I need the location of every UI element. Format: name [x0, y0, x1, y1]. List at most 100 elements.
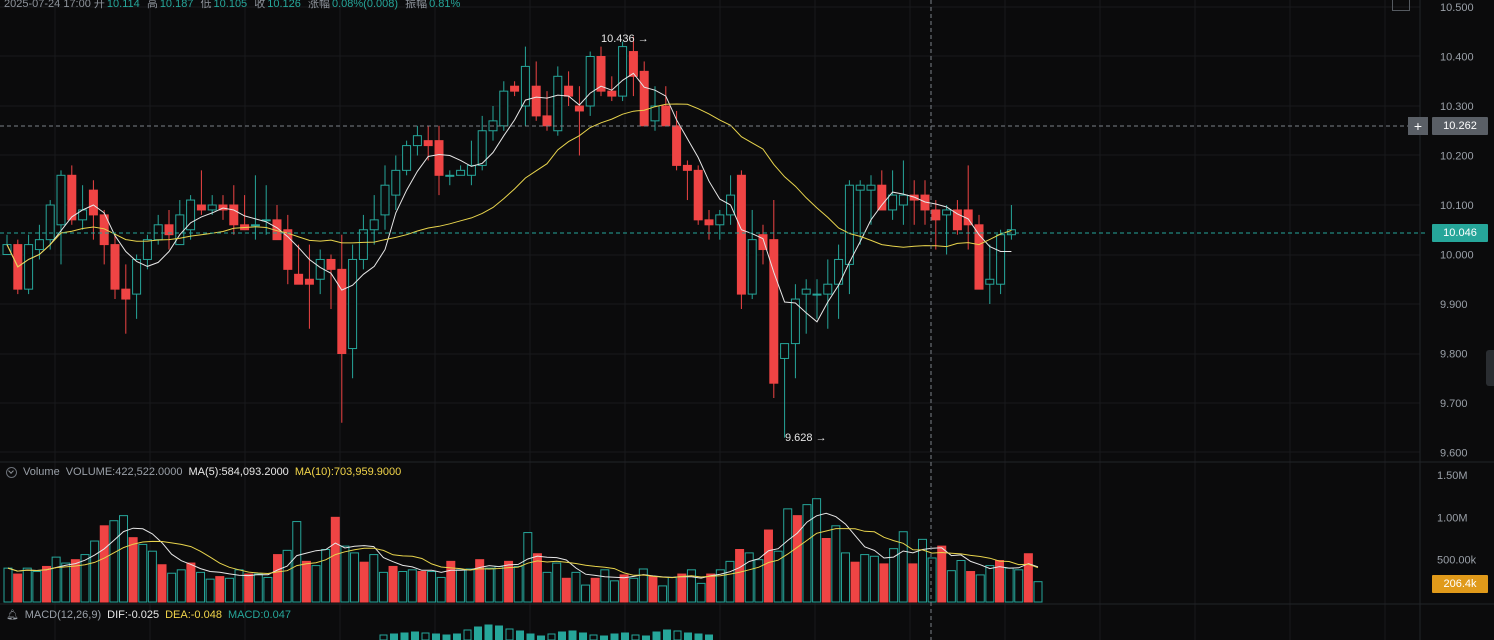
candle-body — [121, 288, 131, 300]
candle-body — [801, 288, 811, 295]
volume-bar — [571, 571, 581, 603]
macd-value: MACD:0.047 — [227, 609, 291, 621]
open-label: 开 — [93, 0, 105, 10]
fullscreen-icon[interactable] — [1392, 0, 1410, 11]
volume-bar — [321, 549, 331, 603]
amp-value: 0.81% — [429, 0, 461, 10]
volume-bar — [850, 561, 860, 603]
candle-body — [304, 278, 314, 285]
candle-body — [110, 244, 120, 290]
candle-body — [56, 174, 66, 226]
volume-bar — [22, 567, 32, 603]
volume-bar — [138, 543, 148, 603]
candle-body — [402, 145, 412, 171]
candle-body — [564, 85, 574, 97]
candle-body — [553, 75, 563, 132]
volume-bar — [427, 571, 437, 603]
volume-bar — [292, 521, 302, 603]
candle-body — [834, 258, 844, 285]
volume-bar — [600, 569, 610, 603]
volume-bar — [350, 552, 360, 603]
volume-bar — [205, 578, 215, 603]
candle-body — [747, 239, 757, 295]
candle-body — [672, 125, 682, 166]
candle-body — [164, 224, 174, 236]
volume-ma10: MA(10):703,959.9000 — [294, 466, 402, 478]
macd-bar — [600, 635, 608, 640]
high-annotation: 10.436 → — [601, 33, 649, 45]
macd-bar — [411, 631, 419, 640]
volume-bar — [215, 576, 225, 603]
high-label: 高 — [146, 0, 158, 10]
macd-bar — [379, 634, 388, 640]
volume-bar — [263, 576, 273, 603]
candle-body — [218, 204, 228, 211]
volume-bar — [504, 560, 514, 603]
volume-bar — [889, 548, 899, 603]
candle-body — [326, 258, 336, 270]
volume-bar — [484, 567, 494, 603]
candle-body — [34, 239, 44, 251]
volume-ma5: MA(5):584,093.2000 — [188, 466, 289, 478]
volume-bar — [821, 538, 831, 603]
volume-ma-line — [7, 512, 1039, 579]
macd-bar — [400, 632, 409, 640]
volume-bar — [109, 520, 119, 603]
change-value: 0.08%(0.008) — [331, 0, 399, 10]
volume-bar — [917, 538, 927, 603]
collapse-volume-icon[interactable] — [6, 466, 17, 478]
volume-bar — [359, 561, 369, 603]
volume-bar — [686, 569, 696, 603]
volume-bar — [99, 525, 109, 603]
candle-body — [628, 51, 638, 77]
volume-bar — [831, 525, 841, 603]
candle-body — [996, 234, 1006, 285]
bell-icon[interactable]: 🔔︎ — [6, 609, 19, 621]
low-label: 低 — [200, 0, 212, 10]
volume-bar — [61, 562, 71, 603]
macd-bar — [484, 624, 493, 640]
volume-bar — [513, 565, 523, 603]
volume-bar — [417, 571, 427, 603]
macd-bar — [463, 629, 472, 640]
candle-body — [1006, 229, 1016, 236]
volume-bar — [638, 568, 648, 603]
candle-body — [510, 85, 520, 92]
candle-body — [423, 140, 433, 147]
candle-body — [477, 130, 487, 166]
candle-body — [542, 115, 552, 127]
volume-bar — [446, 560, 456, 603]
volume-bar — [330, 516, 340, 603]
macd-bar — [505, 628, 514, 640]
volume-bar — [812, 498, 822, 603]
add-alert-plus-icon[interactable]: + — [1408, 117, 1428, 135]
macd-bar — [526, 633, 535, 640]
macd-bar — [684, 632, 692, 640]
open-value: 10.114 — [106, 0, 140, 10]
volume-bar — [677, 573, 687, 603]
candle-body — [250, 224, 260, 227]
price-ma-line — [6, 72, 1012, 323]
macd-bar — [390, 633, 398, 640]
volume-bar — [792, 515, 802, 603]
volume-bar — [773, 550, 783, 603]
ohlc-readout: 2025-07-24 17:00 开 10.114 高 10.187 低 10.105… — [4, 0, 464, 11]
candle-body — [45, 204, 55, 241]
change-label: 涨幅 — [307, 0, 330, 10]
side-panel-handle[interactable] — [1486, 350, 1494, 386]
volume-bar — [455, 569, 465, 603]
candle-body — [196, 204, 206, 211]
volume-bar — [128, 537, 138, 603]
candle-body — [661, 105, 671, 127]
price-tick-label: 10.400 — [1440, 52, 1474, 64]
macd-bar — [453, 633, 461, 640]
candle-body — [67, 174, 77, 221]
candle-body — [618, 46, 628, 97]
volume-bar — [840, 552, 850, 603]
candle-body — [596, 56, 606, 92]
macd-bar — [589, 634, 598, 640]
volume-bar — [908, 563, 918, 603]
macd-bar — [631, 634, 640, 640]
candle-body — [574, 105, 584, 112]
